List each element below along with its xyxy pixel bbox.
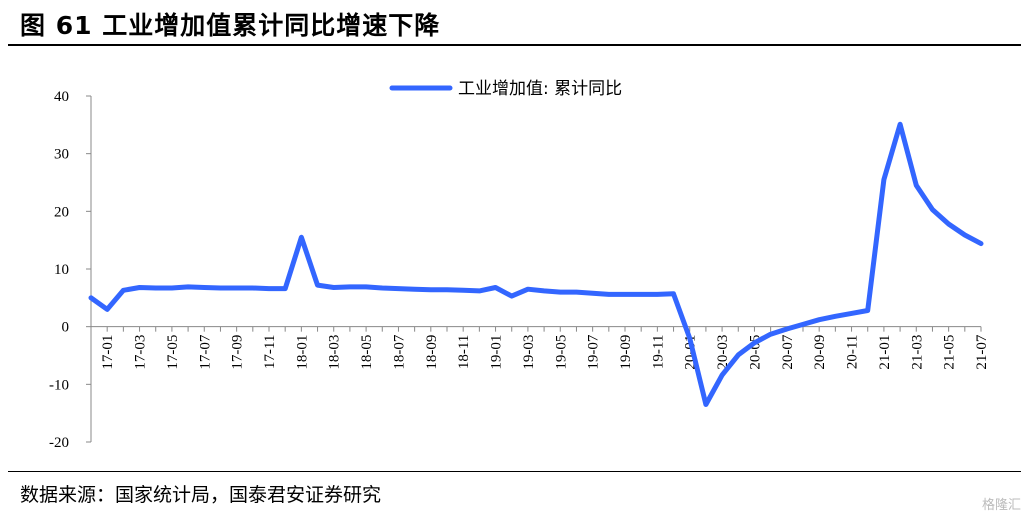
- data-source-note: 数据来源：国家统计局，国泰君安证券研究: [20, 484, 382, 506]
- data-point: [284, 288, 286, 290]
- figure-title: 图 61 工业增加值累计同比增速下降: [20, 11, 441, 40]
- data-point: [915, 184, 917, 186]
- x-tick-label: 21-07: [974, 334, 990, 369]
- y-tick-label: 0: [62, 320, 70, 336]
- x-tick-label: 17-05: [165, 335, 181, 370]
- data-point: [899, 123, 901, 125]
- legend-label: 工业增加值: 累计同比: [458, 79, 622, 99]
- data-point: [381, 287, 383, 289]
- x-tick-label: 21-01: [877, 335, 893, 370]
- data-point: [414, 288, 416, 290]
- x-tick-label: 17-03: [133, 335, 149, 370]
- data-point: [187, 286, 189, 288]
- data-point: [203, 287, 205, 288]
- data-point: [300, 236, 302, 238]
- x-tick-label: 19-03: [521, 335, 537, 370]
- data-point: [430, 289, 432, 291]
- x-tick-label: 19-11: [650, 335, 666, 369]
- data-point: [737, 354, 739, 356]
- data-point: [818, 319, 820, 321]
- data-point: [948, 223, 950, 225]
- data-point: [139, 287, 140, 288]
- x-tick-label: 19-05: [553, 335, 569, 370]
- data-point: [106, 308, 108, 310]
- x-tick-label: 19-09: [618, 335, 634, 370]
- data-point: [446, 289, 448, 291]
- watermark-logo: 格隆汇: [981, 498, 1021, 513]
- data-point: [122, 289, 124, 291]
- data-point: [155, 287, 157, 289]
- data-point: [932, 209, 933, 211]
- data-point: [770, 333, 772, 335]
- data-point: [398, 288, 399, 290]
- x-tick-label: 20-03: [715, 335, 731, 370]
- data-point: [220, 287, 221, 289]
- y-tick-label: -20: [49, 435, 69, 451]
- data-point: [834, 315, 836, 317]
- y-tick-label: 30: [54, 147, 69, 163]
- line-chart: -20 -10 0 10 20 30 40 17-01 17-03 17-05 17-07 17-09…: [49, 79, 990, 451]
- data-point: [333, 287, 335, 288]
- data-point: [543, 290, 545, 292]
- data-point: [883, 179, 885, 181]
- x-tick-label: 20-11: [845, 335, 861, 369]
- data-point: [754, 342, 755, 344]
- data-point: [867, 310, 869, 311]
- x-tick-label: 18-11: [456, 335, 472, 369]
- x-tick-label: 17-09: [230, 335, 246, 370]
- footer-divider: [8, 471, 1021, 472]
- x-tick-label: 20-07: [780, 334, 796, 369]
- y-tick-label: 40: [54, 89, 69, 105]
- x-tick-label: 18-09: [424, 335, 440, 370]
- data-point: [705, 404, 707, 405]
- data-point: [495, 287, 496, 288]
- data-point: [786, 328, 788, 330]
- data-point: [317, 284, 318, 286]
- data-point: [624, 293, 626, 295]
- title-divider: [8, 44, 1021, 46]
- data-point: [592, 292, 594, 294]
- data-point: [478, 290, 480, 292]
- data-point: [171, 287, 173, 289]
- y-tick-label: 10: [54, 262, 69, 278]
- y-tick-label: -10: [49, 377, 69, 393]
- x-tick-label: 21-03: [909, 335, 925, 370]
- data-point: [964, 234, 966, 236]
- series-line: [88, 121, 984, 407]
- data-point: [90, 297, 92, 299]
- x-tick-label: 18-05: [359, 335, 375, 370]
- data-point: [511, 295, 513, 297]
- x-tick-label: 18-03: [327, 335, 343, 370]
- data-point: [462, 289, 464, 291]
- x-tick-label: 17-07: [197, 334, 213, 369]
- data-point: [365, 286, 367, 288]
- data-point: [689, 337, 691, 339]
- data-point: [576, 291, 577, 293]
- x-tick-label: 19-07: [586, 334, 602, 369]
- x-tick-label: 18-07: [391, 334, 407, 369]
- data-point: [980, 243, 982, 245]
- data-point: [559, 291, 561, 293]
- x-tick-label: 20-09: [812, 335, 828, 370]
- x-tick-label: 18-01: [294, 335, 310, 370]
- data-point: [268, 288, 270, 290]
- data-point: [640, 293, 642, 295]
- x-tick-label: 21-05: [942, 335, 958, 370]
- data-point: [527, 288, 529, 290]
- data-point: [252, 287, 254, 289]
- data-point: [721, 374, 723, 376]
- x-tick-label: 17-01: [100, 335, 116, 370]
- data-point: [802, 323, 804, 325]
- x-tick-label: 19-01: [489, 335, 505, 370]
- data-point: [608, 293, 610, 295]
- data-point: [349, 286, 351, 288]
- data-point: [236, 287, 238, 289]
- y-tick-label: 20: [54, 204, 69, 220]
- x-tick-label: 17-11: [262, 335, 278, 369]
- data-point: [673, 293, 674, 295]
- data-point: [656, 293, 658, 295]
- data-point: [851, 312, 852, 314]
